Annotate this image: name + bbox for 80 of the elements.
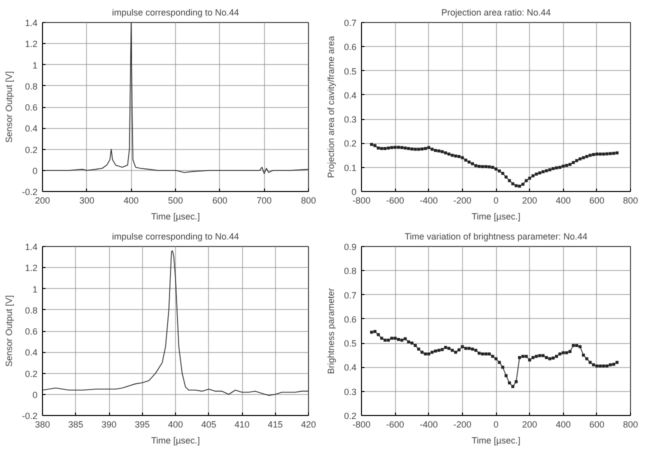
x-tick-label: 395 xyxy=(134,420,150,430)
y-tick-label: 0.9 xyxy=(344,242,357,252)
y-tick-label: 0.1 xyxy=(344,162,357,173)
y-axis-title: Sensor Output [V] xyxy=(4,295,14,367)
y-tick-label: 0.3 xyxy=(344,386,357,397)
y-tick-label: 0.7 xyxy=(344,18,357,28)
y-tick-label: -0.2 xyxy=(22,411,38,421)
x-axis-title: Time [µsec.] xyxy=(151,212,200,222)
y-tick-label: 0.2 xyxy=(24,144,38,155)
y-axis-title: Sensor Output [V] xyxy=(4,71,14,143)
x-tick-label: -800 xyxy=(352,420,371,430)
y-tick-label: 0.4 xyxy=(344,362,357,373)
y-tick-label: 0.8 xyxy=(24,81,38,92)
x-tick-label: -600 xyxy=(386,420,404,430)
x-tick-label: 405 xyxy=(201,420,216,430)
x-axis-title: Time [µsec.] xyxy=(151,436,200,446)
x-tick-label: 700 xyxy=(256,196,272,206)
y-tick-label: 1.2 xyxy=(24,39,38,50)
y-tick-label: 0.2 xyxy=(24,368,38,379)
x-tick-label: 420 xyxy=(300,420,316,430)
x-tick-label: 500 xyxy=(168,196,184,206)
y-tick-label: 1.4 xyxy=(24,18,38,28)
x-tick-label: 400 xyxy=(556,420,571,430)
y-tick-label: 1 xyxy=(32,284,38,294)
x-tick-label: 380 xyxy=(34,420,50,430)
chart-title: impulse corresponding to No.44 xyxy=(112,8,240,18)
y-tick-label: 0.7 xyxy=(344,290,357,300)
x-tick-label: 200 xyxy=(522,196,538,206)
x-tick-label: -400 xyxy=(420,196,438,206)
x-tick-label: -200 xyxy=(453,420,472,430)
y-tick-label: 1.2 xyxy=(24,263,38,274)
x-axis-title: Time [µsec.] xyxy=(472,212,520,222)
x-tick-label: 800 xyxy=(300,196,316,206)
x-tick-label: -800 xyxy=(352,196,371,206)
y-tick-label: 0 xyxy=(32,390,38,400)
y-tick-label: 0.4 xyxy=(24,348,38,358)
x-tick-label: 300 xyxy=(79,196,94,206)
y-tick-label: 1 xyxy=(32,60,38,70)
y-axis-title: Projection area of cavity/frame area xyxy=(326,36,336,178)
y-tick-label: 0.6 xyxy=(344,314,357,324)
x-tick-label: 800 xyxy=(622,420,638,430)
x-tick-label: 600 xyxy=(589,196,604,206)
y-tick-label: 0.4 xyxy=(24,124,38,134)
x-tick-label: 0 xyxy=(493,196,499,206)
x-tick-label: -200 xyxy=(453,196,472,206)
y-tick-label: 0 xyxy=(351,187,357,197)
x-tick-label: 410 xyxy=(234,420,250,430)
chart-title: Projection area ratio: No.44 xyxy=(441,8,551,18)
x-tick-label: 800 xyxy=(622,196,638,206)
x-tick-label: 0 xyxy=(493,420,499,430)
y-tick-label: 0.6 xyxy=(344,42,357,52)
y-tick-label: 0.2 xyxy=(344,138,357,149)
y-tick-label: 0.4 xyxy=(344,90,357,100)
y-tick-label: 0.5 xyxy=(344,66,357,76)
y-tick-label: -0.2 xyxy=(22,187,38,197)
x-tick-label: 200 xyxy=(522,420,538,430)
x-tick-label: 385 xyxy=(68,420,84,430)
y-tick-label: 0.6 xyxy=(24,326,38,336)
x-tick-label: 400 xyxy=(124,196,139,206)
x-axis-title: Time [µsec.] xyxy=(472,436,520,446)
y-tick-label: 1.4 xyxy=(24,242,38,252)
x-tick-label: 600 xyxy=(212,196,228,206)
y-tick-label: 0 xyxy=(32,166,38,176)
x-tick-label: 600 xyxy=(589,420,604,430)
y-tick-label: 0.2 xyxy=(344,411,357,421)
x-tick-label: 200 xyxy=(34,196,50,206)
chart-title: Time variation of brightness parameter: No.44 xyxy=(404,232,588,242)
x-tick-label: 415 xyxy=(268,420,283,430)
y-tick-label: 0.6 xyxy=(24,102,38,112)
y-tick-label: 0.3 xyxy=(344,114,357,125)
x-tick-label: -400 xyxy=(420,420,438,430)
y-tick-label: 0.8 xyxy=(24,305,38,316)
y-tick-label: 0.8 xyxy=(344,266,357,276)
x-tick-label: 400 xyxy=(556,196,571,206)
y-tick-label: 0.5 xyxy=(344,338,357,349)
chart-title: impulse corresponding to No.44 xyxy=(112,232,240,242)
x-tick-label: 390 xyxy=(101,420,117,430)
y-axis-title: Brightness parameter xyxy=(326,288,336,374)
x-tick-label: 400 xyxy=(168,420,184,430)
x-tick-label: -600 xyxy=(386,196,404,206)
